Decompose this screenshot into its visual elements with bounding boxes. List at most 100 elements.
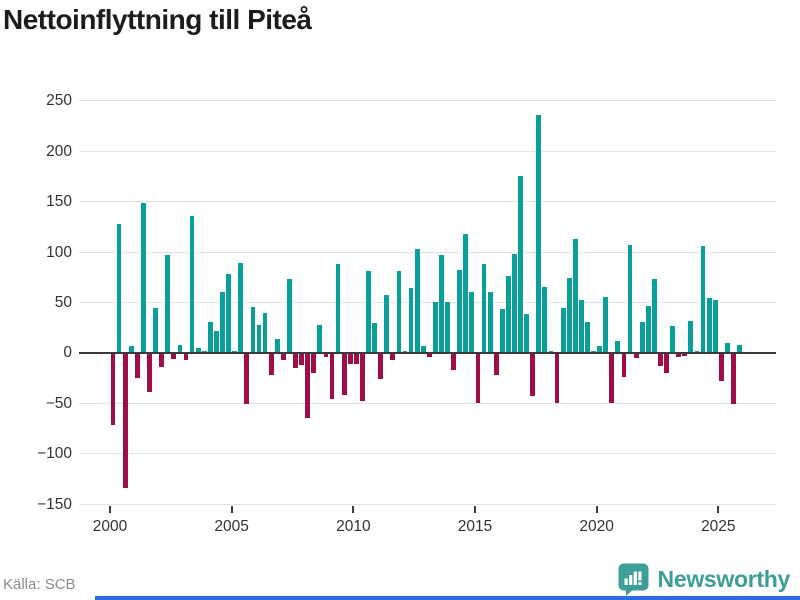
x-axis-label-2005: 2005 [214, 518, 249, 535]
zero-axis-line [79, 352, 776, 355]
x-axis-label-2010: 2010 [336, 518, 371, 535]
bar-2022Q4 [664, 354, 669, 374]
y-axis-label-150: 150 [46, 193, 72, 211]
bar-2004Q1 [207, 322, 213, 353]
x-axis-label-2020: 2020 [579, 518, 614, 535]
bar-2008Q3 [317, 325, 323, 353]
bar-2014Q4 [469, 291, 475, 353]
gridline-−150 [79, 503, 776, 505]
bar-2021Q4 [639, 322, 645, 353]
y-axis-label-−150: −150 [37, 495, 72, 513]
source-label: Källa: SCB [3, 576, 76, 593]
bar-2008Q4 [323, 354, 329, 358]
bar-2000Q3 [122, 354, 128, 489]
bar-2016Q4 [518, 175, 523, 353]
gridline-150 [79, 201, 776, 203]
bar-2010Q3 [366, 270, 371, 353]
bar-2018Q2 [554, 354, 560, 403]
x-tick-2025 [717, 506, 720, 513]
bar-2002Q2 [165, 254, 171, 353]
bar-2015Q1 [475, 354, 481, 403]
bar-2014Q1 [451, 354, 457, 371]
y-axis-label-−50: −50 [45, 394, 72, 412]
bar-2023Q2 [676, 354, 682, 358]
y-axis-label-200: 200 [46, 142, 72, 160]
bar-2008Q1 [305, 354, 311, 418]
bar-2013Q3 [439, 254, 444, 353]
bar-2017Q2 [530, 354, 536, 396]
bar-2007Q4 [299, 354, 304, 366]
bar-2010Q4 [372, 323, 377, 353]
bar-2024Q3 [706, 297, 712, 353]
bar-2012Q1 [402, 351, 408, 353]
gridline-100 [79, 251, 776, 253]
bar-2019Q3 [585, 322, 590, 353]
x-axis-label-2015: 2015 [457, 518, 493, 535]
bar-2009Q3 [341, 354, 347, 395]
bar-2003Q2 [189, 216, 195, 353]
bar-2021Q1 [621, 354, 627, 378]
bar-2001Q3 [147, 354, 152, 392]
x-tick-2015 [473, 506, 476, 513]
bar-2025Q3 [731, 354, 736, 404]
bar-2011Q2 [384, 294, 390, 353]
bar-2011Q1 [378, 354, 384, 380]
bar-2003Q1 [183, 354, 189, 361]
bar-2014Q2 [457, 269, 463, 353]
bar-2017Q4 [542, 286, 548, 353]
y-axis-label-250: 250 [46, 92, 72, 110]
bar-2006Q3 [268, 354, 274, 376]
bar-2007Q3 [293, 354, 298, 369]
bar-2025Q1 [718, 354, 724, 381]
bar-2023Q4 [688, 321, 694, 353]
chart-title: Nettoinflyttning till Piteå [3, 4, 312, 35]
bar-2019Q2 [578, 299, 584, 353]
x-axis-label-2000: 2000 [92, 518, 128, 535]
bar-2011Q3 [390, 354, 396, 361]
x-tick-2020 [595, 506, 598, 513]
bar-2022Q2 [651, 278, 657, 353]
bar-2007Q2 [287, 278, 292, 353]
bar-2013Q1 [426, 354, 432, 358]
bar-2020Q4 [615, 341, 621, 353]
bar-2009Q4 [347, 354, 353, 365]
x-tick-2005 [230, 506, 233, 513]
bar-2020Q3 [609, 354, 615, 403]
bar-2010Q2 [360, 354, 365, 401]
gridline-250 [79, 100, 776, 102]
y-axis-label-−100: −100 [37, 445, 72, 463]
newsworthy-wordmark: Newsworthy [657, 565, 791, 592]
bar-2021Q3 [633, 354, 639, 359]
bar-2018Q4 [566, 277, 572, 353]
bar-2000Q2 [116, 224, 122, 353]
bar-2012Q2 [408, 287, 414, 353]
gridline-−100 [79, 453, 776, 455]
y-axis-label-50: 50 [54, 293, 72, 311]
bar-2006Q4 [274, 339, 280, 353]
bar-2012Q4 [420, 346, 426, 353]
bar-2009Q1 [329, 354, 335, 399]
bar-2005Q2 [238, 262, 244, 353]
bar-2009Q2 [335, 263, 341, 353]
bar-2013Q4 [445, 301, 450, 353]
bar-2008Q2 [311, 354, 317, 374]
x-tick-2010 [352, 506, 355, 513]
bar-2004Q2 [214, 331, 219, 353]
bar-2006Q1 [256, 325, 262, 353]
bar-2003Q3 [195, 348, 201, 353]
bar-2024Q1 [694, 351, 700, 353]
bar-2005Q3 [244, 354, 250, 404]
bar-2006Q2 [262, 312, 268, 353]
bar-2020Q2 [603, 296, 609, 353]
bar-2005Q1 [232, 351, 238, 353]
bar-2024Q2 [700, 246, 706, 353]
gridline-50 [79, 301, 776, 303]
x-axis-label-2025: 2025 [701, 518, 736, 535]
bar-2019Q1 [572, 239, 578, 353]
bar-2023Q1 [670, 326, 676, 353]
newsworthy-logo[interactable]: Newsworthy [617, 562, 790, 596]
bar-2017Q1 [524, 313, 530, 353]
bar-2018Q1 [548, 351, 554, 353]
bar-2018Q3 [560, 307, 566, 353]
